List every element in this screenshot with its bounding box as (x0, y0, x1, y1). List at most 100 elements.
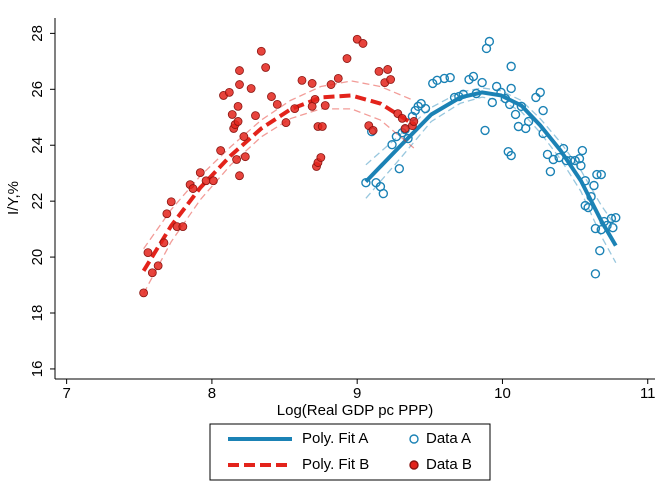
data-point (139, 288, 149, 298)
data-point (409, 117, 419, 126)
data-point (208, 176, 218, 186)
data-point (256, 46, 266, 56)
data-point (496, 87, 506, 98)
y-tick-label: 22 (29, 193, 46, 210)
data-point (487, 97, 497, 108)
data-point (317, 122, 327, 131)
data-point (516, 101, 527, 112)
data-point (491, 81, 502, 92)
confidence-band (143, 80, 415, 250)
data-point (159, 238, 169, 248)
data-point (386, 75, 395, 84)
data-point (445, 72, 455, 83)
data-point (570, 155, 580, 166)
y-tick-label: 28 (29, 25, 46, 42)
data-point (361, 178, 371, 188)
data-point (506, 83, 516, 94)
y-tick-label: 18 (29, 305, 46, 322)
data-point (535, 87, 545, 98)
data-point (333, 73, 343, 83)
data-point (233, 101, 243, 111)
data-point (178, 222, 188, 232)
data-point (454, 91, 464, 102)
data-point (261, 63, 271, 72)
data-point (468, 71, 479, 82)
data-point (510, 109, 521, 120)
data-point (316, 153, 326, 162)
data-point (523, 116, 534, 127)
data-point (506, 150, 516, 161)
data-point (246, 84, 256, 93)
confidence-band (143, 108, 415, 294)
data-point (227, 110, 237, 119)
y-tick-label: 20 (29, 249, 46, 266)
data-point (583, 202, 593, 213)
data-point (592, 169, 602, 180)
x-tick-label: 11 (640, 385, 656, 402)
data-point (484, 36, 495, 47)
data-point (400, 124, 410, 133)
data-point (368, 126, 378, 135)
legend-label: Poly. Fit A (302, 430, 368, 447)
y-axis-label: I/Y,% (5, 181, 22, 215)
data-point (595, 245, 605, 256)
data-point (589, 180, 599, 191)
y-tick-label: 16 (29, 361, 46, 378)
data-point (143, 248, 153, 258)
data-point (574, 153, 585, 164)
x-axis-label: Log(Real GDP pc PPP) (277, 402, 433, 419)
data-point (397, 113, 407, 123)
data-point (477, 77, 487, 88)
data-point (378, 188, 389, 199)
data-point (566, 155, 576, 166)
data-point (420, 103, 431, 114)
data-point (166, 197, 176, 207)
legend-label: Data A (426, 430, 471, 447)
data-point (235, 66, 244, 75)
data-point (195, 168, 205, 178)
data-point (608, 223, 618, 233)
data-point (235, 80, 244, 89)
data-point (576, 160, 586, 171)
y-tick-label: 26 (29, 81, 46, 98)
legend-swatch (409, 434, 419, 444)
data-point (580, 176, 590, 186)
data-point (267, 92, 276, 101)
data-point (162, 209, 172, 219)
data-point (326, 80, 336, 89)
data-point (602, 220, 612, 231)
data-point (611, 212, 621, 223)
data-point (458, 89, 468, 100)
data-point (542, 149, 553, 160)
data-point (538, 105, 548, 116)
fit-line (141, 93, 415, 272)
data-point (439, 73, 450, 84)
data-point (586, 191, 596, 202)
data-point (403, 133, 413, 144)
data-point (290, 104, 300, 113)
data-point (387, 139, 397, 150)
legend-label: Poly. Fit B (302, 456, 369, 473)
data-point (232, 155, 241, 164)
data-point (577, 145, 588, 156)
data-point (374, 67, 384, 76)
data-point (471, 88, 482, 99)
x-tick-label: 10 (494, 385, 511, 402)
data-point (548, 154, 559, 165)
data-point (153, 261, 163, 271)
data-point (240, 152, 250, 162)
data-point (449, 92, 460, 103)
data-point (561, 155, 572, 166)
data-point (307, 79, 317, 88)
data-point (251, 111, 260, 120)
data-point (147, 268, 157, 278)
data-point (216, 146, 226, 155)
data-point (545, 166, 556, 177)
data-point (558, 143, 569, 154)
data-point (500, 93, 511, 104)
legend-label: Data B (426, 456, 472, 473)
data-point (383, 65, 393, 74)
